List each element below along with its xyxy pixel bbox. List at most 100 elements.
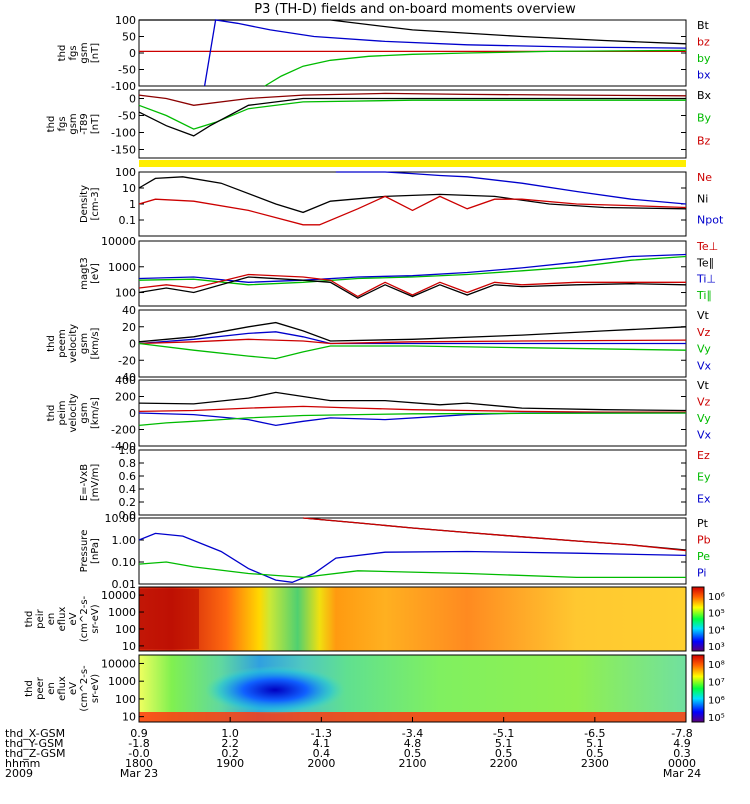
- xaxis-value: 0000: [668, 757, 696, 770]
- xaxis-value: 0.4: [313, 747, 331, 760]
- vel_e-series-Vz: [138, 338, 687, 345]
- pressure-ylabel-line: [nPa]: [90, 538, 101, 564]
- pressure-series-Pe: [138, 561, 686, 579]
- xaxis-value: 5.1: [586, 737, 604, 750]
- figure-title: P3 (TH-D) fields and on-board moments ov…: [254, 2, 576, 17]
- xaxis-value: 2300: [581, 757, 609, 770]
- xaxis-value: 0.5: [495, 747, 513, 760]
- electron-colorbar-label: 10⁸: [708, 660, 725, 671]
- vel_i-ytick-label: -400: [111, 440, 136, 453]
- electron-ytick-label: 1000: [108, 675, 136, 688]
- status-band: [139, 160, 686, 167]
- fgs189-frame: [138, 89, 687, 159]
- temperature-ytick-label: 1000: [108, 261, 136, 274]
- temperature-legend-Te⊥: Te⊥: [696, 240, 718, 253]
- electron-ytick-label: 100: [115, 693, 136, 706]
- vel_e-legend-Vy: Vy: [697, 343, 711, 356]
- fgs189-series-Bx: [138, 97, 686, 137]
- ion-ylabel-line: peir: [35, 608, 46, 628]
- xaxis-row-label: hhmm: [5, 757, 40, 770]
- electron-ytick-label: 10000: [101, 657, 136, 670]
- fgs189-legend-Bz: Bz: [697, 134, 711, 147]
- xaxis-value: -6.5: [584, 727, 605, 740]
- ion-ylabel-line: eflux: [57, 607, 68, 632]
- electron-ylabel-line: (cm^2-s-: [79, 665, 90, 712]
- fgs-legend-bx: bx: [697, 69, 711, 82]
- efield-ytick-label: 0.4: [119, 483, 137, 496]
- efield-legend-Ez: Ez: [697, 449, 710, 462]
- xaxis-value: 2.2: [221, 737, 239, 750]
- vel_e-ylabel-line: gsm: [79, 333, 90, 354]
- vel_e-series-Vx: [138, 331, 686, 345]
- temperature-legend-Te∥: Te∥: [696, 256, 714, 269]
- temperature-series-Te⊥: [138, 273, 686, 298]
- electron-ylabel-line: sr-eV): [90, 674, 101, 703]
- density-legend-Ni: Ni: [697, 192, 708, 205]
- xaxis-value: -0.0: [128, 747, 149, 760]
- xaxis-value: 0.5: [404, 747, 422, 760]
- fgs-ylabel-line: [nT]: [90, 43, 101, 63]
- electron-colorbar-label: 10⁶: [708, 695, 725, 706]
- vel_e-ytick-label: -20: [118, 354, 136, 367]
- vel_e-series-Vy: [138, 342, 687, 360]
- vel_e-legend-Vt: Vt: [697, 309, 710, 322]
- xaxis-value: -1.8: [128, 737, 149, 750]
- xaxis-row-label: thd_Y-GSM: [5, 737, 64, 750]
- vel_e-ytick-label: 0: [129, 338, 136, 351]
- ion-frame: [138, 586, 687, 652]
- ion-spectrogram: [139, 587, 686, 651]
- ion-ylabel-line: en: [46, 613, 57, 626]
- fgs-series-bx: [203, 19, 687, 87]
- vel_i-ylabel-line: thd: [46, 405, 57, 422]
- density-ytick-label: 100: [115, 166, 136, 179]
- fgs189-series-By: [138, 99, 686, 130]
- ion-ylabel-line: eV: [68, 612, 79, 625]
- vel_i-legend-Vy: Vy: [697, 412, 711, 425]
- vel_e-ytick-label: 20: [122, 321, 136, 334]
- fgs189-ylabel-line: -T89: [79, 113, 90, 135]
- fgs-ylabel-line: gsm: [79, 42, 90, 63]
- fgs-series-by: [264, 49, 687, 87]
- fgs-ytick-label: -100: [111, 80, 136, 93]
- vel_e-series-Vt: [138, 321, 687, 343]
- electron-ylabel-line: en: [46, 682, 57, 695]
- ion-colorbar-label: 10³: [708, 642, 725, 653]
- fgs189-ylabel-line: fgs: [57, 116, 68, 131]
- density-series-Ni: [138, 176, 687, 214]
- xaxis-value: 1800: [125, 757, 153, 770]
- ion-ytick-label: 10000: [101, 589, 136, 602]
- density-series-Npot: [335, 171, 687, 205]
- electron-flux-minimum: [205, 666, 345, 714]
- vel_e-ylabel-line: thd: [46, 335, 57, 352]
- density-legend-Ne: Ne: [697, 171, 712, 184]
- vel_i-series-Vz: [138, 405, 686, 413]
- fgs-ytick-label: 0: [129, 47, 136, 60]
- ion-hot-region: [139, 589, 199, 649]
- xaxis-row-label: thd_X-GSM: [5, 727, 65, 740]
- vel_i-series-Vt: [138, 391, 687, 412]
- fgs-legend-by: by: [697, 52, 711, 65]
- fgs189-ylabel-line: [nT]: [90, 114, 101, 134]
- fgs189-legend-By: By: [697, 112, 712, 125]
- pressure-series-Pi: [138, 532, 687, 583]
- ion-ylabel-line: thd: [24, 611, 35, 628]
- fgs189-ylabel-line: gsm: [68, 113, 79, 134]
- temperature-frame: [138, 240, 687, 307]
- fgs-legend-Bt: Bt: [697, 19, 710, 32]
- ion-ytick-label: 100: [115, 623, 136, 636]
- vel_i-ytick-label: 200: [115, 391, 136, 404]
- xaxis-row-label: 2009: [5, 767, 33, 780]
- vel_i-ylabel-line: peim: [57, 400, 68, 425]
- xaxis-value: -3.4: [402, 727, 423, 740]
- pressure-legend-Pi: Pi: [697, 567, 706, 580]
- pressure-ytick-label: 0.10: [112, 556, 137, 569]
- fgs-ylabel-line: thd: [57, 45, 68, 62]
- ion-ytick-label: 1000: [108, 606, 136, 619]
- efield-ylabel-line: [mV/m]: [90, 464, 101, 502]
- electron-ylabel-line: eV: [68, 682, 79, 695]
- density-series-Ne: [138, 195, 687, 226]
- xaxis-value: 4.9: [673, 737, 691, 750]
- pressure-ylabel-line: Pressure: [79, 530, 90, 573]
- efield-legend-Ex: Ex: [697, 492, 711, 505]
